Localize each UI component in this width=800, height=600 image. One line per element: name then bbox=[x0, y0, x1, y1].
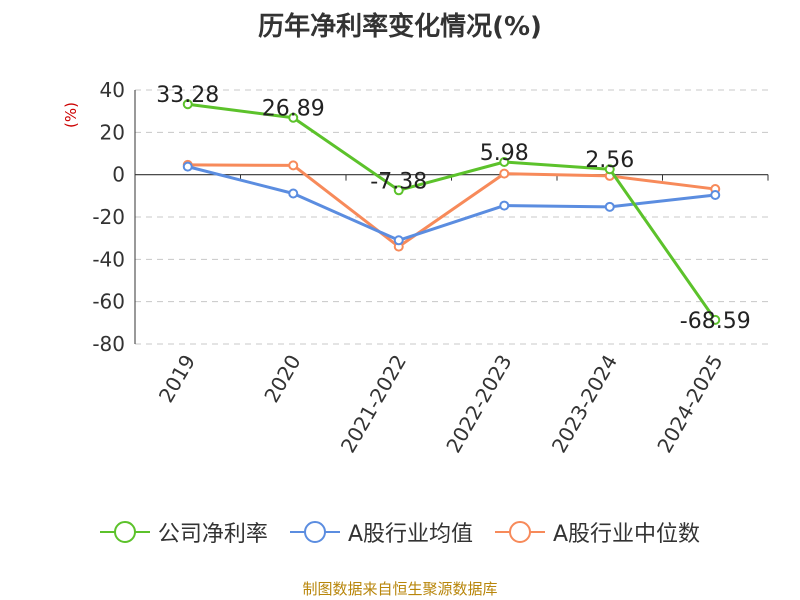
x-tick-label: 2024-2025 bbox=[652, 351, 727, 457]
y-tick-label: -60 bbox=[92, 290, 125, 314]
x-tick-label: 2020 bbox=[259, 351, 305, 407]
legend-item-industry-mean[interactable]: A股行业均值 bbox=[289, 516, 473, 548]
legend-marker-company bbox=[99, 521, 150, 543]
data-label: 26.89 bbox=[262, 97, 325, 122]
y-tick-label: 40 bbox=[100, 78, 125, 102]
legend-label-company: 公司净利率 bbox=[157, 522, 268, 547]
legend-circle bbox=[509, 521, 531, 543]
legend-label-industry-median: A股行业中位数 bbox=[553, 522, 701, 547]
label-layer: 33.28 26.89 -7.38 5.98 2.56 -68.59 bbox=[156, 83, 750, 334]
data-point bbox=[710, 314, 721, 325]
chart-title: 历年净利率变化情况(%) bbox=[258, 12, 542, 42]
y-tick-label: 20 bbox=[100, 120, 125, 144]
data-point bbox=[499, 168, 510, 179]
data-label: 33.28 bbox=[156, 83, 219, 108]
legend-item-company[interactable]: 公司净利率 bbox=[99, 516, 268, 548]
data-point bbox=[288, 160, 299, 171]
legend-circle bbox=[303, 521, 326, 543]
x-tick-label: 2021-2022 bbox=[336, 351, 411, 457]
data-source-note: 制图数据来自恒生聚源数据库 bbox=[302, 580, 498, 598]
data-label: 2.56 bbox=[585, 148, 634, 173]
axis-layer: 40 20 0 -20 -40 -60 -80 2019 2020 2021-2022 2022-2… bbox=[92, 78, 769, 457]
data-point bbox=[710, 189, 721, 200]
legend: 公司净利率 A股行业均值 A股行业中位数 bbox=[0, 516, 800, 548]
data-point bbox=[393, 185, 404, 196]
legend-item-industry-median[interactable]: A股行业中位数 bbox=[495, 516, 700, 548]
y-tick-label: -40 bbox=[92, 247, 125, 271]
data-point bbox=[182, 161, 193, 172]
legend-label-industry-mean: A股行业均值 bbox=[347, 522, 473, 547]
data-point bbox=[499, 157, 510, 168]
legend-marker-industry-mean bbox=[289, 521, 340, 543]
data-point bbox=[604, 164, 615, 175]
legend-marker-industry-median bbox=[495, 521, 545, 543]
y-tick-label: -20 bbox=[92, 205, 125, 229]
y-tick-label: -80 bbox=[92, 332, 125, 356]
data-label: 5.98 bbox=[480, 141, 529, 166]
data-point bbox=[499, 200, 510, 211]
y-tick-label: 0 bbox=[112, 163, 125, 187]
data-label: -7.38 bbox=[370, 169, 427, 194]
data-point bbox=[182, 99, 193, 110]
series-line bbox=[187, 165, 716, 242]
data-point bbox=[288, 112, 299, 123]
series-line bbox=[187, 163, 716, 249]
grid-layer bbox=[135, 89, 768, 345]
x-tick-label: 2023-2024 bbox=[547, 351, 622, 457]
x-tick-label: 2022-2023 bbox=[441, 351, 516, 457]
legend-circle bbox=[113, 521, 136, 543]
series-line bbox=[187, 102, 717, 321]
series-layer bbox=[182, 99, 721, 325]
x-tick-label: 2019 bbox=[154, 351, 200, 407]
data-point bbox=[288, 188, 299, 199]
data-point bbox=[393, 235, 404, 246]
data-label: -68.59 bbox=[680, 309, 751, 334]
data-point bbox=[604, 201, 615, 212]
